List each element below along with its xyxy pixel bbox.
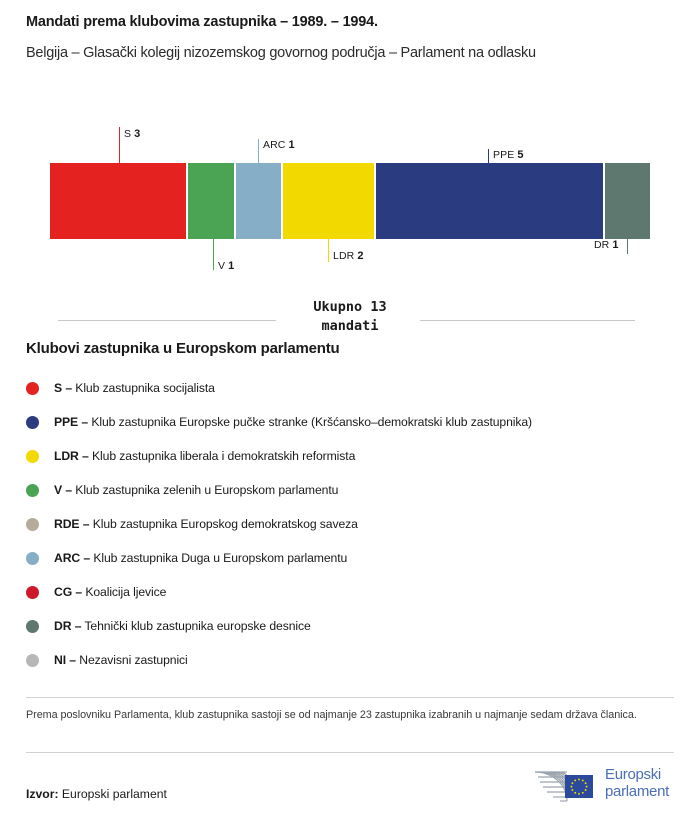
- logo-line-2: parlament: [605, 783, 670, 800]
- tick-arc: [258, 139, 259, 164]
- legend-item: DR – Tehnički klub zastupnika europske d…: [26, 609, 686, 643]
- source-value: Europski parlament: [61, 787, 167, 801]
- legend-item-abbr: V –: [54, 483, 72, 497]
- bar-segment-v: [188, 163, 234, 239]
- legend-item-label: CG – Koalicija ljevice: [54, 585, 166, 599]
- bar-label-s: S 3: [124, 128, 141, 140]
- legend-color-swatch: [26, 517, 39, 531]
- total-divider-right: [420, 320, 635, 321]
- bar-label-ldr: LDR 2: [333, 250, 364, 262]
- legend-item-label: V – Klub zastupnika zelenih u Europskom …: [54, 483, 338, 497]
- legend-item-abbr: ARC –: [54, 551, 91, 565]
- legend-item-description: Klub zastupnika Europskog demokratskog s…: [89, 517, 358, 531]
- legend-item-description: Klub zastupnika socijalista: [72, 381, 215, 395]
- legend-item: NI – Nezavisni zastupnici: [26, 643, 686, 677]
- legend-color-swatch: [26, 381, 39, 395]
- bar-label-dr: DR 1: [594, 239, 619, 251]
- legend-color-swatch: [26, 483, 39, 497]
- legend-item-label: NI – Nezavisni zastupnici: [54, 653, 188, 667]
- legend-item-label: LDR – Klub zastupnika liberala i demokra…: [54, 449, 355, 463]
- legend-item: S – Klub zastupnika socijalista: [26, 371, 686, 405]
- footer-divider-bottom: [26, 752, 674, 753]
- seats-bar-chart: S 3 V 1 ARC 1 LDR 2 PPE 5 DR 1: [0, 0, 700, 300]
- total-seats-text: Ukupno 13 mandati: [0, 298, 700, 336]
- legend-item-label: S – Klub zastupnika socijalista: [54, 381, 215, 395]
- total-seats-row: Ukupno 13 mandati: [0, 298, 700, 342]
- legend-list: S – Klub zastupnika socijalista PPE – Klu…: [26, 371, 686, 677]
- legend-item: RDE – Klub zastupnika Europskog demokrat…: [26, 507, 686, 541]
- legend-item-description: Koalicija ljevice: [82, 585, 167, 599]
- legend-color-swatch: [26, 415, 39, 429]
- legend-item: ARC – Klub zastupnika Duga u Europskom p…: [26, 541, 686, 575]
- total-seats-line2: mandati: [321, 318, 379, 334]
- legend-item-description: Klub zastupnika Duga u Europskom parlame…: [90, 551, 348, 565]
- tick-ppe: [488, 149, 489, 164]
- legend-color-swatch: [26, 585, 39, 599]
- tick-s: [119, 127, 120, 164]
- page-title: Mandati prema klubovima zastupnika – 198…: [26, 14, 378, 30]
- legend-item-description: Tehnički klub zastupnika europske desnic…: [81, 619, 311, 633]
- tick-v: [213, 239, 214, 270]
- header: Mandati prema klubovima zastupnika – 198…: [26, 14, 680, 61]
- legend-color-swatch: [26, 449, 39, 463]
- source-line: Izvor: Europski parlament: [26, 787, 167, 801]
- tick-dr: [627, 239, 628, 254]
- legend-item-abbr: NI –: [54, 653, 76, 667]
- legend-item-description: Klub zastupnika liberala i demokratskih …: [88, 449, 356, 463]
- stacked-bar: [50, 163, 650, 239]
- legend-color-swatch: [26, 653, 39, 667]
- bar-segment-ldr: [282, 163, 374, 239]
- legend-item-label: RDE – Klub zastupnika Europskog demokrat…: [54, 517, 358, 531]
- tick-ldr: [328, 239, 329, 262]
- logo-line-1: Europski: [605, 766, 661, 783]
- legend-color-swatch: [26, 551, 39, 565]
- legend-item-abbr: CG –: [54, 585, 83, 599]
- legend-item-abbr: PPE –: [54, 415, 89, 429]
- footer-divider-top: [26, 697, 674, 698]
- legend-title: Klubovi zastupnika u Europskom parlament…: [26, 340, 340, 357]
- bar-label-arc: ARC 1: [263, 139, 295, 151]
- bar-segment-dr: [604, 163, 650, 239]
- legend-item-description: Nezavisni zastupnici: [75, 653, 188, 667]
- legend-item-label: DR – Tehnički klub zastupnika europske d…: [54, 619, 311, 633]
- legend-item-abbr: LDR –: [54, 449, 89, 463]
- legend-item-label: PPE – Klub zastupnika Europske pučke str…: [54, 415, 532, 429]
- legend: Klubovi zastupnika u Europskom parlament…: [26, 340, 686, 677]
- parliament-hemicycle-icon: [527, 761, 599, 805]
- legend-item: LDR – Klub zastupnika liberala i demokra…: [26, 439, 686, 473]
- bar-segment-arc: [235, 163, 281, 239]
- bar-segment-ppe: [375, 163, 603, 239]
- legend-color-swatch: [26, 619, 39, 633]
- legend-item-description: Klub zastupnika zelenih u Europskom parl…: [72, 483, 339, 497]
- bar-segment-s: [50, 163, 187, 239]
- legend-item-abbr: DR –: [54, 619, 82, 633]
- legend-item: CG – Koalicija ljevice: [26, 575, 686, 609]
- legend-item-abbr: S –: [54, 381, 72, 395]
- legend-item: V – Klub zastupnika zelenih u Europskom …: [26, 473, 686, 507]
- page-subtitle: Belgija – Glasački kolegij nizozemskog g…: [26, 45, 536, 61]
- legend-item-abbr: RDE –: [54, 517, 90, 531]
- footnote: Prema poslovniku Parlamenta, klub zastup…: [26, 709, 637, 721]
- bar-label-v: V 1: [218, 260, 235, 272]
- source-label: Izvor:: [26, 787, 59, 801]
- total-seats-line1: Ukupno 13: [313, 299, 387, 315]
- bar-label-ppe: PPE 5: [493, 149, 524, 161]
- legend-item-description: Klub zastupnika Europske pučke stranke (…: [88, 415, 532, 429]
- total-divider-left: [58, 320, 276, 321]
- logo-wordmark: Europski parlament: [605, 766, 669, 800]
- legend-item: PPE – Klub zastupnika Europske pučke str…: [26, 405, 686, 439]
- legend-item-label: ARC – Klub zastupnika Duga u Europskom p…: [54, 551, 347, 565]
- european-parliament-logo: Europski parlament: [527, 760, 677, 806]
